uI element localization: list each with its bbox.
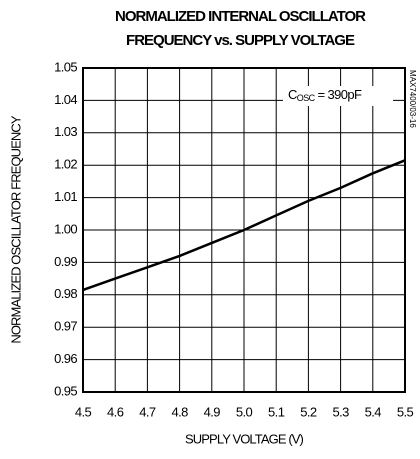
y-axis-label: NORMALIZED OSCILLATOR FREQUENCY xyxy=(8,115,23,344)
y-tick-label: 1.04 xyxy=(54,92,77,107)
y-tick-label: 1.00 xyxy=(54,221,77,236)
y-tick-label: 1.02 xyxy=(54,157,77,172)
chart-title: FREQUENCY vs. SUPPLY VOLTAGE xyxy=(126,32,355,49)
y-tick-label: 1.05 xyxy=(54,59,77,74)
annotation-box xyxy=(283,86,393,106)
annotation-main: C xyxy=(288,87,297,102)
y-tick-label: 0.98 xyxy=(54,286,77,301)
x-tick-label: 5.2 xyxy=(300,404,317,419)
x-tick-label: 5.5 xyxy=(397,404,414,419)
x-axis-label: SUPPLY VOLTAGE (V) xyxy=(185,431,304,446)
y-tick-label: 0.99 xyxy=(54,254,77,269)
y-tick-label: 1.03 xyxy=(54,124,77,139)
x-tick-label: 5.3 xyxy=(332,404,349,419)
y-tick-label: 0.96 xyxy=(54,351,77,366)
x-tick-label: 5.1 xyxy=(268,404,285,419)
x-tick-label: 4.7 xyxy=(139,404,156,419)
x-tick-label: 4.5 xyxy=(75,404,92,419)
plot-frame xyxy=(82,67,406,393)
x-tick-label: 5.4 xyxy=(365,404,382,419)
annotation: COSC = 390pF xyxy=(288,87,362,103)
annotation-rest: = 390pF xyxy=(315,87,363,102)
y-tick-label: 0.95 xyxy=(54,383,77,398)
annotation-subscript: OSC xyxy=(297,93,316,103)
y-tick-label: 1.01 xyxy=(54,189,77,204)
figure-id: MAX7400/03-16 xyxy=(408,70,417,128)
x-tick-label: 4.6 xyxy=(107,404,124,419)
x-tick-label: 4.8 xyxy=(171,404,188,419)
x-tick-label: 5.0 xyxy=(236,404,253,419)
y-tick-label: 0.97 xyxy=(54,319,77,334)
data-line xyxy=(82,159,406,292)
x-tick-label: 4.9 xyxy=(204,404,221,419)
chart-title: NORMALIZED INTERNAL OSCILLATOR xyxy=(115,8,366,25)
